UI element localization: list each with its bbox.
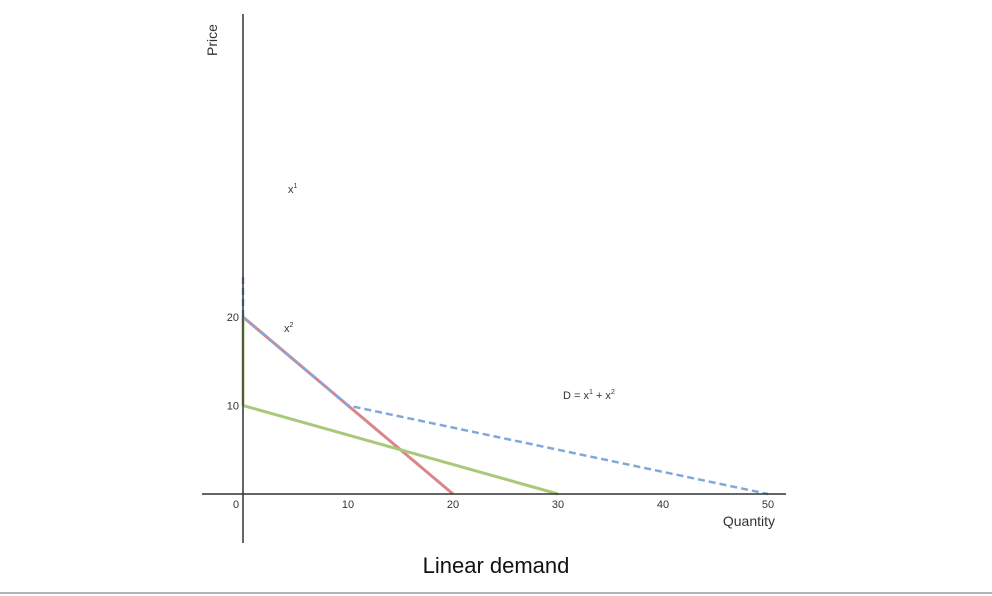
x-tick-label: 30 [552, 499, 564, 511]
x-tick-label: 40 [657, 499, 669, 511]
aggregate-demand-label: D = x1 + x2 [563, 389, 615, 402]
axes-layer [202, 14, 786, 543]
x2-demand-line [242, 404, 559, 496]
curves-layer [241, 277, 769, 496]
figure-caption: Linear demand [422, 553, 570, 578]
x-tick-label: 20 [447, 499, 459, 511]
x-tick-label: 10 [342, 499, 354, 511]
curve-labels: x1 x2 D = x1 + x2 [284, 183, 615, 402]
y-tick-label: 20 [227, 312, 239, 324]
x2-label: x2 [284, 322, 294, 335]
x-tick-label: 0 [233, 499, 239, 511]
aggregate-demand-line [242, 316, 769, 496]
y-tick-label: 10 [227, 401, 239, 413]
tick-labels: 0 10 20 30 40 50 10 20 [227, 312, 774, 511]
bottom-divider [0, 592, 992, 594]
x-axis-title: Quantity [723, 513, 775, 529]
x-tick-label: 50 [762, 499, 774, 511]
x1-label: x1 [288, 183, 298, 196]
y-axis-title: Price [204, 24, 220, 56]
